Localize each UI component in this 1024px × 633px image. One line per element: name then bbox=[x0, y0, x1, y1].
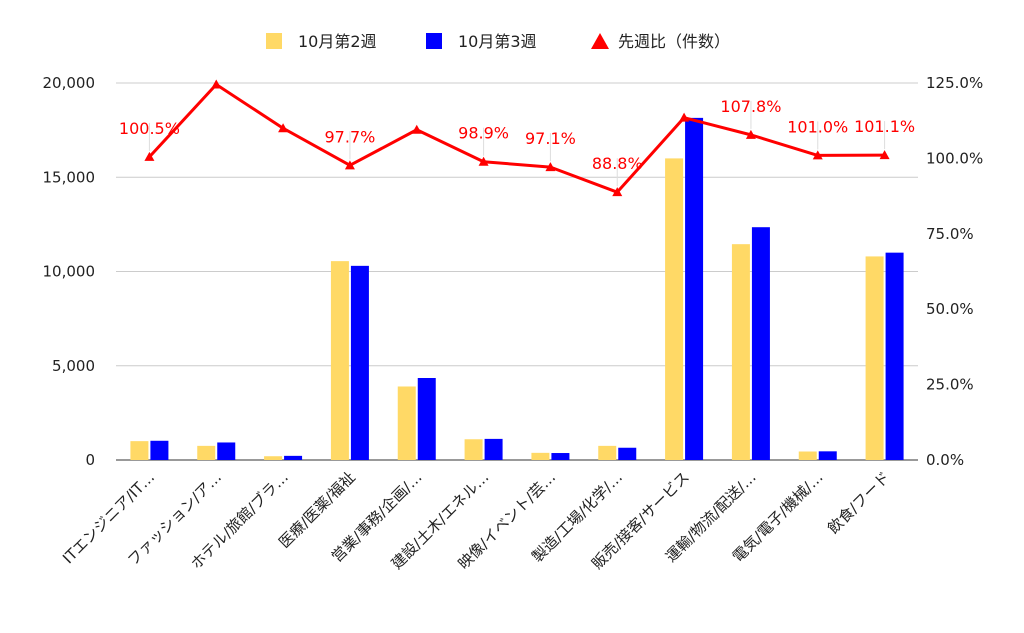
bar-week3 bbox=[751, 227, 770, 460]
ratio-data-label: 97.1% bbox=[525, 129, 576, 148]
bar-week3 bbox=[885, 252, 904, 460]
bar-week2 bbox=[130, 441, 149, 460]
bar-week3 bbox=[818, 451, 837, 460]
y-left-tick-label: 5,000 bbox=[52, 357, 95, 375]
x-axis-categories: ITエンジニア/IT…ファッション/ア…ホテル/旅館/ブラ…医療/医薬/福祉営業… bbox=[59, 468, 893, 573]
bar-week2 bbox=[264, 456, 283, 460]
bar-week3 bbox=[417, 378, 436, 460]
gridlines bbox=[116, 82, 918, 461]
ratio-line-path bbox=[148, 83, 885, 194]
ratio-point bbox=[745, 129, 756, 139]
bar-week3 bbox=[150, 440, 169, 460]
bar-week3 bbox=[551, 453, 570, 460]
ratio-data-label: 97.7% bbox=[325, 127, 376, 146]
y-left-tick-label: 10,000 bbox=[43, 263, 96, 281]
legend: 10月第2週 10月第3週 先週比（件数） bbox=[266, 32, 730, 51]
bar-week3 bbox=[484, 438, 503, 460]
bar-week2 bbox=[197, 445, 216, 460]
y-right-tick-label: 0.0% bbox=[926, 451, 964, 469]
ratio-point bbox=[411, 124, 422, 134]
bar-week3 bbox=[685, 117, 704, 460]
y-left-tick-label: 15,000 bbox=[43, 168, 96, 186]
bars bbox=[130, 117, 904, 460]
ratio-data-label: 101.0% bbox=[787, 117, 848, 136]
y-left-tick-label: 0 bbox=[85, 451, 95, 469]
y-left-tick-label: 20,000 bbox=[43, 74, 96, 92]
ratio-data-label: 98.9% bbox=[458, 124, 509, 143]
ratio-point bbox=[278, 123, 289, 133]
bar-week3 bbox=[618, 447, 637, 460]
bar-week2 bbox=[531, 452, 550, 460]
legend-swatch-week2 bbox=[266, 33, 282, 49]
y-right-tick-label: 25.0% bbox=[926, 376, 974, 394]
ratio-point bbox=[211, 79, 222, 89]
ratio-data-label: 101.1% bbox=[854, 117, 915, 136]
y-right-tick-label: 125.0% bbox=[926, 74, 983, 92]
ratio-data-label: 107.8% bbox=[720, 97, 781, 116]
ratio-point bbox=[144, 151, 155, 161]
y-right-tick-label: 100.0% bbox=[926, 149, 983, 167]
ratio-point bbox=[879, 150, 890, 160]
category-label: 飲食/フード bbox=[824, 468, 893, 537]
bar-week3 bbox=[217, 442, 236, 460]
y-right-tick-label: 50.0% bbox=[926, 300, 974, 318]
ratio-point bbox=[478, 156, 489, 166]
bar-week2 bbox=[731, 244, 750, 460]
ratio-point bbox=[612, 187, 623, 197]
y-axis-right: 0.0% 25.0% 50.0% 75.0% 100.0% 125.0% bbox=[926, 74, 983, 469]
y-axis-left: 0 5,000 10,000 15,000 20,000 bbox=[43, 74, 96, 469]
bar-week2 bbox=[598, 445, 617, 460]
ratio-point bbox=[679, 112, 690, 122]
ratio-data-label: 88.8% bbox=[592, 154, 643, 173]
bar-week3 bbox=[284, 455, 303, 460]
bar-week2 bbox=[798, 451, 817, 460]
ratio-point bbox=[344, 160, 355, 170]
legend-triangle-icon bbox=[591, 33, 609, 49]
ratio-line: 100.5% 97.7% 98.9% 97.1% 88.8% 107.8% 101.0% 10… bbox=[119, 79, 915, 197]
legend-label-week3: 10月第3週 bbox=[458, 32, 537, 51]
legend-swatch-week3 bbox=[426, 33, 442, 49]
ratio-point bbox=[812, 150, 823, 160]
bar-week2 bbox=[464, 439, 483, 460]
ratio-data-label: 100.5% bbox=[119, 119, 180, 138]
bar-week2 bbox=[397, 386, 416, 460]
legend-label-ratio: 先週比（件数） bbox=[618, 32, 730, 51]
bar-week3 bbox=[350, 265, 369, 460]
legend-label-week2: 10月第2週 bbox=[298, 32, 377, 51]
bar-week2 bbox=[865, 256, 884, 460]
bar-week2 bbox=[665, 158, 684, 460]
bar-week2 bbox=[330, 261, 349, 460]
y-right-tick-label: 75.0% bbox=[926, 225, 974, 243]
ratio-point bbox=[545, 162, 556, 172]
